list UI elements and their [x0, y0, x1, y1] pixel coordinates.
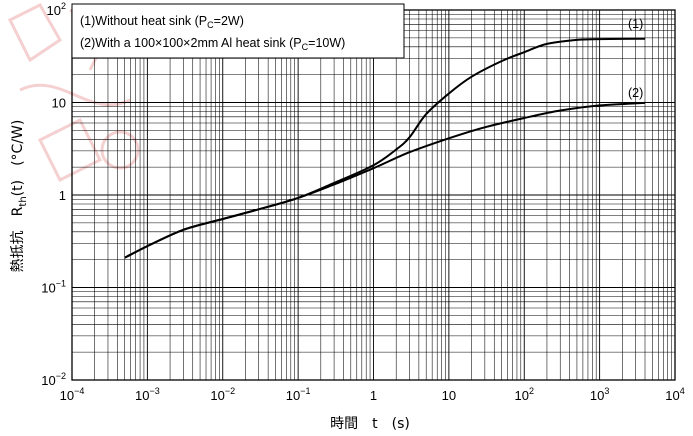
legend-entry-1: (1)Without heat sink (PC=2W) [80, 14, 244, 30]
curve-label-2: (2) [628, 86, 643, 100]
x-tick-label: 103 [590, 386, 609, 403]
y-tick-label: 10−1 [41, 279, 66, 296]
x-tick-label: 10−1 [286, 386, 311, 403]
y-tick-label: 1 [59, 188, 66, 203]
chart-grid [71, 10, 675, 381]
y-tick-label: 10−2 [41, 371, 66, 388]
curve-label-1: (1) [628, 17, 643, 31]
x-tick-label: 10 [442, 388, 456, 403]
y-axis-label: 熱抵抗 Rth(t) (°C/W) [10, 120, 29, 273]
x-tick-label: 104 [665, 386, 684, 403]
y-tick-label: 10 [52, 96, 66, 111]
x-tick-label: 102 [515, 386, 534, 403]
curves [124, 37, 646, 259]
series-line-2 [124, 101, 646, 259]
legend-entry-2: (2)With a 100×100×2mm Al heat sink (PC=1… [80, 36, 345, 52]
x-tick-labels: 10−4 10−3 10−2 10−1 1 10 102 103 104 [60, 386, 685, 403]
y-tick-label: 102 [47, 1, 66, 18]
x-tick-label: 1 [370, 388, 377, 403]
legend: (1)Without heat sink (PC=2W) (2)With a 1… [71, 3, 405, 59]
legend-box [71, 3, 405, 59]
x-tick-label: 10−3 [135, 386, 160, 403]
x-axis-label: 時間 t (s) [330, 416, 410, 432]
x-tick-label: 10−2 [210, 386, 235, 403]
x-tick-label: 10−4 [60, 386, 85, 403]
y-tick-labels: 10−2 10−1 1 10 102 [41, 1, 66, 388]
